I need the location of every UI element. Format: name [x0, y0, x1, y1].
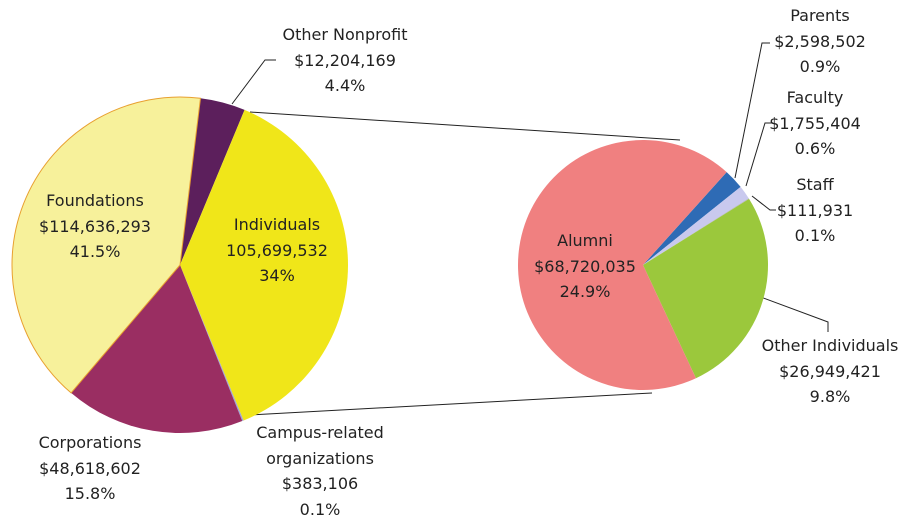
leader	[757, 295, 829, 332]
leader	[751, 195, 776, 211]
slice-percent: 0.6%	[794, 139, 836, 158]
connector	[249, 392, 653, 416]
slice-label: Individuals 105,699,532 34%	[226, 212, 328, 289]
slice-percent: 0.1%	[299, 499, 341, 519]
slice-name: Staff	[796, 175, 834, 194]
slice-percent: 15.8%	[64, 484, 116, 503]
slice-label: Faculty $1,755,404 0.6%	[769, 85, 861, 162]
slice-label: Other Nonprofit $12,204,169 4.4%	[283, 22, 408, 99]
pie-slice	[11, 96, 202, 394]
slice-label: Foundations $114,636,293 41.5%	[39, 188, 151, 265]
slice-percent: 24.9%	[559, 282, 611, 301]
leader	[231, 59, 276, 105]
slice-name: Other Individuals	[761, 336, 899, 355]
pie-slice	[643, 198, 750, 265]
pie-slice	[71, 265, 243, 434]
slice-name: Faculty	[786, 88, 844, 107]
slice-value: $68,720,035	[534, 256, 636, 276]
pie-slice	[643, 198, 768, 379]
slice-percent: 9.8%	[809, 387, 851, 406]
pie-slice	[518, 140, 727, 390]
slice-value: $114,636,293	[39, 216, 151, 236]
slice-value: $26,949,421	[779, 361, 881, 381]
slice-percent: 0.9%	[799, 57, 841, 76]
slice-percent: 41.5%	[69, 242, 121, 261]
slice-value: $111,931	[776, 200, 854, 220]
slice-label: Other Individuals $26,949,421 9.8%	[762, 333, 899, 410]
pie-slice	[180, 98, 245, 265]
slice-name: Corporations	[38, 433, 142, 452]
slice-value: $2,598,502	[774, 31, 866, 51]
slice-label: Alumni $68,720,035 24.9%	[534, 228, 636, 305]
slice-value: $383,106	[281, 474, 359, 493]
pie-slice	[643, 186, 749, 265]
slice-name: Parents	[790, 6, 850, 25]
pie-slice	[180, 265, 244, 422]
slice-value: $48,618,602	[39, 458, 141, 478]
slice-name: Individuals	[233, 215, 321, 234]
slice-percent: 34%	[259, 266, 295, 285]
connector	[249, 111, 681, 141]
slice-percent: 4.4%	[324, 76, 366, 95]
slice-value: $12,204,169	[294, 50, 396, 70]
slice-name: Foundations	[46, 191, 144, 210]
slice-label: Parents $2,598,502 0.9%	[774, 3, 866, 80]
slice-label: Corporations $48,618,602 15.8%	[39, 430, 142, 507]
slice-label: Campus-related organizations $383,106 0.1%	[250, 420, 390, 520]
slice-value: $1,755,404	[769, 113, 861, 133]
pie-slice	[643, 172, 741, 265]
leader	[734, 42, 770, 179]
slice-name: Other Nonprofit	[282, 25, 408, 44]
slice-label: Staff $111,931 0.1%	[777, 172, 853, 249]
pie-slice	[180, 109, 348, 421]
slice-name: Alumni	[557, 231, 613, 250]
slice-value: 105,699,532	[226, 240, 328, 260]
slice-name: Campus-related organizations	[256, 423, 384, 468]
slice-percent: 0.1%	[794, 226, 836, 245]
leader	[745, 122, 773, 187]
